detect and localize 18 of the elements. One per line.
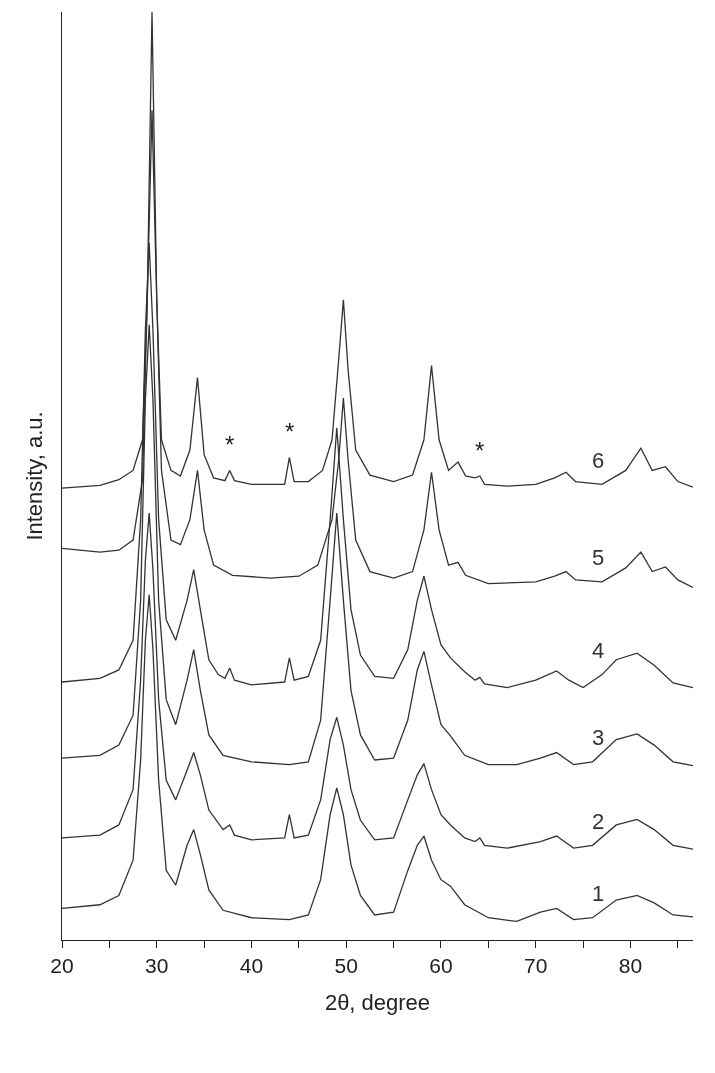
- annotation: *: [285, 418, 295, 445]
- series-label: 5: [592, 545, 605, 570]
- annotation: *: [475, 437, 485, 464]
- series-label: 2: [592, 809, 605, 834]
- x-tick-label: 80: [618, 954, 643, 978]
- x-tick-label: 30: [145, 954, 169, 978]
- x-tick-label: 40: [239, 954, 264, 978]
- y-axis-title: Intensity, a.u.: [21, 411, 47, 541]
- x-axis-title: 2θ, degree: [324, 990, 431, 1016]
- x-tick-label: 20: [50, 954, 74, 978]
- x-tick-label: 70: [524, 954, 548, 978]
- x-tick-label: 50: [334, 954, 358, 978]
- x-tick-label: 60: [429, 954, 453, 978]
- series-label: 1: [592, 881, 605, 906]
- series-label: 6: [592, 448, 605, 473]
- series-label: 4: [592, 638, 605, 663]
- annotation: *: [225, 431, 235, 458]
- series-label: 3: [592, 725, 605, 750]
